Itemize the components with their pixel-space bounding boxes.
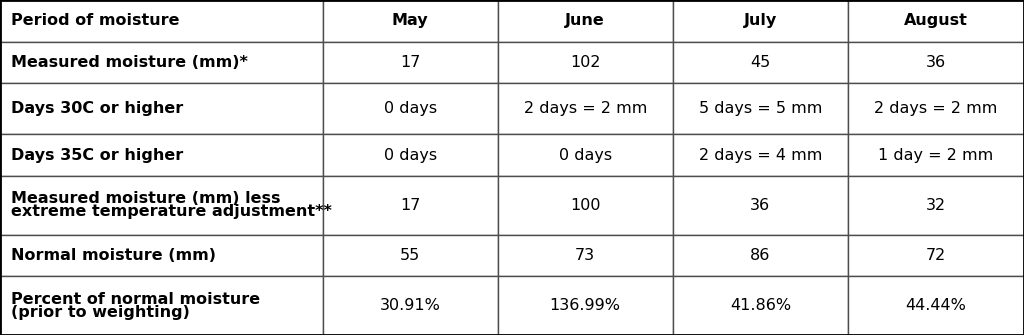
Text: 55: 55 <box>400 248 420 263</box>
Bar <box>848 176 1024 235</box>
Bar <box>0 176 323 235</box>
Text: 136.99%: 136.99% <box>550 298 621 313</box>
Text: Percent of normal moisture: Percent of normal moisture <box>11 292 260 307</box>
Text: extreme temperature adjustment**: extreme temperature adjustment** <box>11 204 332 219</box>
Text: July: July <box>743 13 777 28</box>
Text: 2 days = 2 mm: 2 days = 2 mm <box>523 101 647 116</box>
Bar <box>323 235 498 276</box>
Bar <box>498 276 673 335</box>
Text: 41.86%: 41.86% <box>730 298 791 313</box>
Text: 72: 72 <box>926 248 946 263</box>
Bar <box>848 235 1024 276</box>
Bar <box>323 42 498 83</box>
Text: 45: 45 <box>751 55 770 70</box>
Text: June: June <box>565 13 605 28</box>
Text: 0 days: 0 days <box>559 148 611 163</box>
Text: 86: 86 <box>751 248 770 263</box>
Bar <box>323 0 498 42</box>
Bar <box>323 134 498 176</box>
Bar <box>848 42 1024 83</box>
Text: (prior to weighting): (prior to weighting) <box>11 305 190 320</box>
Text: 0 days: 0 days <box>384 101 436 116</box>
Text: 2 days = 4 mm: 2 days = 4 mm <box>698 148 822 163</box>
Text: August: August <box>904 13 968 28</box>
Bar <box>0 235 323 276</box>
Text: May: May <box>392 13 428 28</box>
Bar <box>673 42 848 83</box>
Bar <box>0 276 323 335</box>
Bar <box>323 176 498 235</box>
Bar <box>323 276 498 335</box>
Text: Normal moisture (mm): Normal moisture (mm) <box>11 248 216 263</box>
Bar <box>848 134 1024 176</box>
Text: 17: 17 <box>400 55 420 70</box>
Bar <box>498 42 673 83</box>
Bar <box>673 0 848 42</box>
Text: Measured moisture (mm) less: Measured moisture (mm) less <box>11 192 281 206</box>
Bar <box>848 0 1024 42</box>
Text: Measured moisture (mm)*: Measured moisture (mm)* <box>11 55 248 70</box>
Text: 73: 73 <box>575 248 595 263</box>
Text: 0 days: 0 days <box>384 148 436 163</box>
Bar <box>498 176 673 235</box>
Bar <box>673 235 848 276</box>
Bar <box>0 42 323 83</box>
Text: Days 30C or higher: Days 30C or higher <box>11 101 183 116</box>
Bar <box>0 0 323 42</box>
Text: 36: 36 <box>751 198 770 213</box>
Text: 1 day = 2 mm: 1 day = 2 mm <box>879 148 993 163</box>
Text: 44.44%: 44.44% <box>905 298 967 313</box>
Bar <box>323 83 498 134</box>
Text: 102: 102 <box>570 55 600 70</box>
Text: 5 days = 5 mm: 5 days = 5 mm <box>698 101 822 116</box>
Bar <box>0 83 323 134</box>
Text: 17: 17 <box>400 198 420 213</box>
Bar <box>498 0 673 42</box>
Text: 30.91%: 30.91% <box>380 298 440 313</box>
Bar <box>673 276 848 335</box>
Bar <box>0 134 323 176</box>
Bar <box>498 235 673 276</box>
Bar <box>848 83 1024 134</box>
Bar <box>498 134 673 176</box>
Bar <box>673 83 848 134</box>
Text: Period of moisture: Period of moisture <box>11 13 180 28</box>
Text: 2 days = 2 mm: 2 days = 2 mm <box>874 101 997 116</box>
Bar <box>673 176 848 235</box>
Bar <box>673 134 848 176</box>
Text: 36: 36 <box>926 55 946 70</box>
Bar <box>498 83 673 134</box>
Text: Days 35C or higher: Days 35C or higher <box>11 148 183 163</box>
Text: 32: 32 <box>926 198 946 213</box>
Bar <box>848 276 1024 335</box>
Text: 100: 100 <box>570 198 600 213</box>
